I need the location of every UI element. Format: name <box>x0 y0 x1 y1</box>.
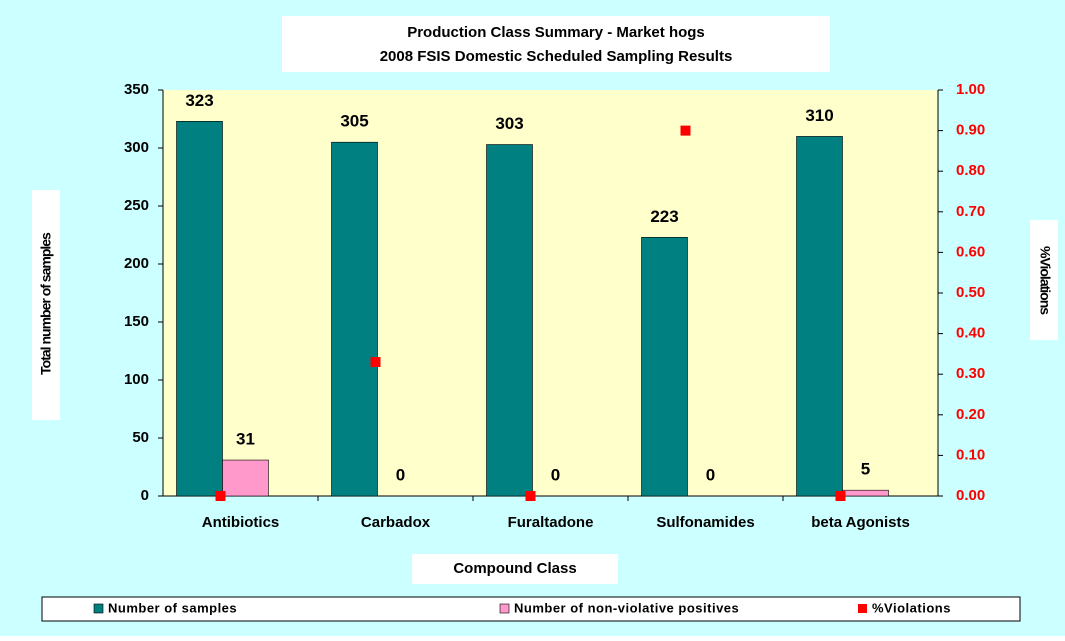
bar <box>641 237 688 497</box>
data-label: 323 <box>185 91 213 110</box>
bar <box>176 121 223 497</box>
x-tick-label: Carbadox <box>361 514 431 531</box>
y2-tick-label: 0.50 <box>956 284 985 301</box>
x-tick-label: beta Agonists <box>811 514 910 531</box>
y-tick-label: 100 <box>124 371 149 388</box>
y2-tick-label: 0.10 <box>956 446 985 463</box>
data-label: 0 <box>551 465 560 484</box>
y2-tick-label: 0.30 <box>956 365 985 382</box>
y-tick-label: 300 <box>124 139 149 156</box>
data-label: 0 <box>396 465 405 484</box>
bar <box>331 141 378 497</box>
data-label: 5 <box>861 460 870 479</box>
marker <box>680 125 691 136</box>
data-label: 310 <box>805 106 833 125</box>
y2-axis-label: %Violations <box>1037 246 1053 315</box>
marker <box>835 491 846 501</box>
y-tick-label: 250 <box>124 197 149 214</box>
y2-tick-label: 0.60 <box>956 243 985 260</box>
data-label: 305 <box>340 112 368 131</box>
y2-tick-label: 1.00 <box>956 81 985 98</box>
x-tick-label: Furaltadone <box>508 514 594 531</box>
marker <box>370 357 381 368</box>
bar <box>222 459 269 497</box>
y2-label-box <box>1030 220 1058 340</box>
x-tick-label: Antibiotics <box>202 514 280 531</box>
legend-swatch <box>858 604 867 613</box>
y2-tick-label: 0.70 <box>956 203 985 220</box>
x-tick-label: Sulfonamides <box>656 514 754 531</box>
data-label: 0 <box>706 465 715 484</box>
data-label: 223 <box>650 207 678 226</box>
bar <box>796 136 843 497</box>
legend-swatch <box>499 603 510 614</box>
y-label-box <box>32 190 60 420</box>
data-label: 31 <box>236 430 255 449</box>
y2-tick-label: 0.00 <box>956 487 985 504</box>
y-tick-label: 0 <box>141 487 149 504</box>
legend-label: Number of non-violative positives <box>514 600 739 615</box>
bar <box>486 144 533 497</box>
data-label: 303 <box>495 114 523 133</box>
y-tick-label: 150 <box>124 313 149 330</box>
chart-title: Production Class Summary - Market hogs <box>407 24 705 41</box>
chart-title: 2008 FSIS Domestic Scheduled Sampling Re… <box>380 48 733 65</box>
y-tick-label: 350 <box>124 81 149 98</box>
x-axis-label: Compound Class <box>453 560 576 577</box>
y-tick-label: 50 <box>132 429 149 446</box>
y2-tick-label: 0.40 <box>956 325 985 342</box>
y2-tick-label: 0.80 <box>956 162 985 179</box>
legend-label: %Violations <box>872 600 951 615</box>
y2-tick-label: 0.90 <box>956 122 985 139</box>
legend <box>41 596 1021 622</box>
x-label-box <box>412 554 618 584</box>
y2-tick-label: 0.20 <box>956 406 985 423</box>
y-tick-label: 200 <box>124 255 149 272</box>
legend-label: Number of samples <box>108 600 237 615</box>
title-box <box>282 16 830 72</box>
legend-swatch <box>93 603 104 614</box>
marker <box>525 491 536 501</box>
y-axis-label: Total number of samples <box>38 232 54 375</box>
marker <box>215 491 226 501</box>
bar <box>842 489 889 497</box>
